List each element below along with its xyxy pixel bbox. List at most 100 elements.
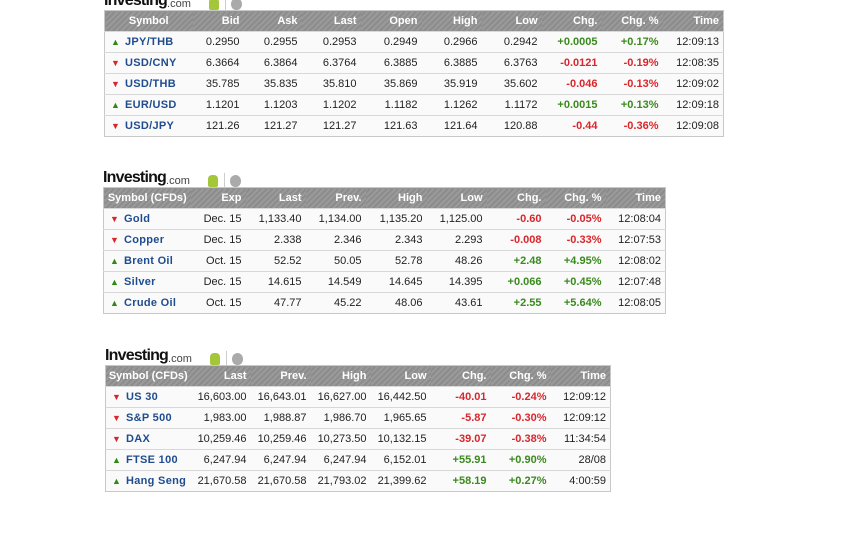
value-cell: 14.549 <box>305 271 366 293</box>
column-header[interactable]: Symbol (CFDs) <box>103 187 191 209</box>
column-header[interactable]: Ask <box>243 10 302 32</box>
column-header[interactable]: High <box>421 10 482 32</box>
column-header[interactable]: Chg. <box>430 365 491 387</box>
symbol-cell[interactable]: ▲ FTSE 100 <box>105 449 191 471</box>
symbol-cell[interactable]: ▲ Hang Seng <box>105 470 191 492</box>
value-cell: 6.3763 <box>481 52 542 74</box>
column-header[interactable]: Open <box>360 10 422 32</box>
column-header[interactable]: Time <box>605 187 666 209</box>
column-header[interactable]: Symbol (CFDs) <box>105 365 191 387</box>
symbol-link[interactable]: FTSE 100 <box>126 454 178 466</box>
quotes-table: Symbol (CFDs) Last Prev. High Low Chg. Chg. % T… <box>105 365 611 492</box>
apple-icon[interactable] <box>231 353 243 365</box>
logo-suffix: .com <box>166 175 190 187</box>
value-cell: -0.24% <box>490 386 551 408</box>
symbol-cell[interactable]: ▼ US 30 <box>105 386 191 408</box>
value-cell: -5.87 <box>430 407 491 429</box>
symbol-cell[interactable]: ▼ USD/JPY <box>104 115 193 137</box>
value-cell: 35.869 <box>360 73 422 95</box>
column-header[interactable]: Low <box>370 365 431 387</box>
value-cell: 12:09:12 <box>550 386 611 408</box>
symbol-link[interactable]: USD/THB <box>125 78 176 90</box>
value-cell: 4:00:59 <box>550 470 611 492</box>
investing-logo[interactable]: Investing .com <box>103 169 666 187</box>
value-cell: 1.1172 <box>481 94 542 116</box>
symbol-link[interactable]: Crude Oil <box>124 297 177 309</box>
column-header[interactable]: Chg. % <box>601 10 663 32</box>
column-header[interactable]: Low <box>426 187 487 209</box>
value-cell: +2.48 <box>486 250 546 272</box>
symbol-link[interactable]: EUR/USD <box>125 99 177 111</box>
column-header[interactable]: Last <box>301 10 361 32</box>
symbol-cell[interactable]: ▲ Brent Oil <box>103 250 191 272</box>
symbol-cell[interactable]: ▼ Gold <box>103 208 191 230</box>
apple-icon[interactable] <box>229 175 241 187</box>
symbol-cell[interactable]: ▼ USD/CNY <box>104 52 193 74</box>
column-header[interactable]: Chg. <box>541 10 602 32</box>
quotes-table: Symbol Bid Ask Last Open High Low Chg. Chg. % Tim… <box>104 10 724 137</box>
value-cell: 45.22 <box>305 292 366 314</box>
column-header[interactable]: Prev. <box>305 187 366 209</box>
value-cell: 1,133.40 <box>245 208 306 230</box>
apple-icon[interactable] <box>230 0 242 10</box>
column-header[interactable]: Symbol <box>104 10 193 32</box>
symbol-cell[interactable]: ▼ USD/THB <box>104 73 193 95</box>
symbol-cell[interactable]: ▲ Silver <box>103 271 191 293</box>
value-cell: 1.1182 <box>360 94 422 116</box>
column-header[interactable]: Chg. % <box>490 365 551 387</box>
android-icon[interactable] <box>207 175 218 187</box>
symbol-cell[interactable]: ▲ JPY/THB <box>104 31 193 53</box>
symbol-link[interactable]: JPY/THB <box>125 36 174 48</box>
symbol-link[interactable]: USD/JPY <box>125 120 175 132</box>
column-header[interactable]: Chg. <box>486 187 546 209</box>
column-header[interactable]: Prev. <box>250 365 311 387</box>
value-cell: +0.13% <box>601 94 663 116</box>
symbol-link[interactable]: DAX <box>126 433 151 445</box>
symbol-link[interactable]: US 30 <box>126 391 159 403</box>
symbol-link[interactable]: USD/CNY <box>125 57 177 69</box>
column-header[interactable]: Low <box>481 10 542 32</box>
investing-logo[interactable]: Investing .com <box>104 0 724 10</box>
symbol-link[interactable]: Silver <box>124 276 156 288</box>
arrow-up-icon: ▲ <box>112 455 122 465</box>
symbol-link[interactable]: Brent Oil <box>124 255 174 267</box>
android-icon[interactable] <box>209 353 220 365</box>
value-cell: 120.88 <box>481 115 542 137</box>
value-cell: 35.835 <box>243 73 302 95</box>
column-header[interactable]: Last <box>190 365 251 387</box>
symbol-link[interactable]: Gold <box>124 213 151 225</box>
value-cell: -0.36% <box>601 115 663 137</box>
value-cell: 1,134.00 <box>305 208 366 230</box>
android-icon[interactable] <box>208 0 219 10</box>
column-header[interactable]: Exp <box>190 187 246 209</box>
table-row: ▲ FTSE 100 6,247.94 6,247.94 6,247.94 6,152.0… <box>105 449 611 471</box>
value-cell: 47.77 <box>245 292 306 314</box>
value-cell: 35.602 <box>481 73 542 95</box>
column-header[interactable]: High <box>310 365 371 387</box>
symbol-cell[interactable]: ▼ Copper <box>103 229 191 251</box>
column-header[interactable]: Time <box>550 365 611 387</box>
column-header[interactable]: Last <box>245 187 306 209</box>
value-cell: 6.3664 <box>192 52 244 74</box>
symbol-cell[interactable]: ▲ Crude Oil <box>103 292 191 314</box>
value-cell: 12:07:48 <box>605 271 666 293</box>
value-cell: +55.91 <box>430 449 491 471</box>
symbol-cell[interactable]: ▼ S&P 500 <box>105 407 191 429</box>
symbol-cell[interactable]: ▼ DAX <box>105 428 191 450</box>
investing-logo[interactable]: Investing .com <box>105 347 611 365</box>
column-header[interactable]: Time <box>662 10 724 32</box>
symbol-link[interactable]: Hang Seng <box>126 475 187 487</box>
value-cell: 6.3885 <box>360 52 422 74</box>
quotes-table: Symbol (CFDs) Exp Last Prev. High Low Chg. Chg.… <box>103 187 666 314</box>
symbol-link[interactable]: S&P 500 <box>126 412 172 424</box>
column-header[interactable]: Bid <box>192 10 244 32</box>
symbol-cell[interactable]: ▲ EUR/USD <box>104 94 193 116</box>
value-cell: -0.008 <box>486 229 546 251</box>
value-cell: 14.615 <box>245 271 306 293</box>
symbol-link[interactable]: Copper <box>124 234 165 246</box>
value-cell: 6.3864 <box>243 52 302 74</box>
column-header[interactable]: High <box>365 187 427 209</box>
column-header[interactable]: Chg. % <box>545 187 606 209</box>
value-cell: -0.38% <box>490 428 551 450</box>
logo-suffix: .com <box>168 353 192 365</box>
